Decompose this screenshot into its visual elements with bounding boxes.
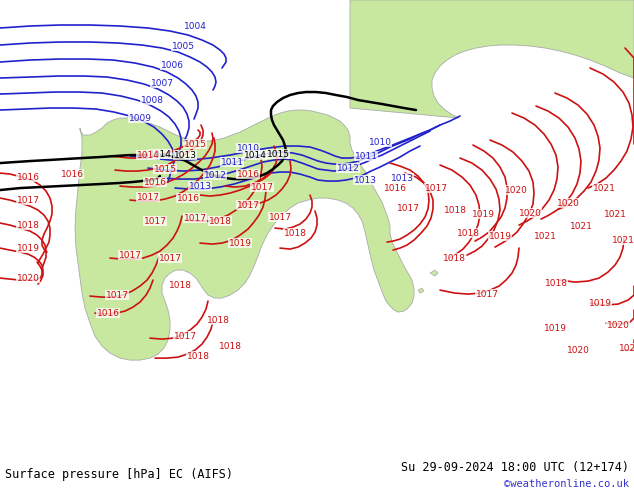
Text: 1020: 1020 xyxy=(519,209,541,218)
Text: 1017: 1017 xyxy=(16,196,39,204)
Text: 1017: 1017 xyxy=(105,291,129,299)
Text: 1012: 1012 xyxy=(204,171,226,179)
Text: 1017: 1017 xyxy=(174,332,197,341)
Text: 1016: 1016 xyxy=(96,309,119,318)
Text: 1019: 1019 xyxy=(588,298,612,308)
Text: 1018: 1018 xyxy=(169,281,191,290)
Text: 1018: 1018 xyxy=(186,352,209,361)
Text: 1018: 1018 xyxy=(16,220,39,230)
Text: 1013: 1013 xyxy=(188,182,212,191)
Text: 1016: 1016 xyxy=(384,184,406,193)
Text: Su 29-09-2024 18:00 UTC (12+174): Su 29-09-2024 18:00 UTC (12+174) xyxy=(401,461,629,474)
Text: 1006: 1006 xyxy=(160,61,183,70)
Text: 1021: 1021 xyxy=(619,343,634,353)
Text: 1014: 1014 xyxy=(148,149,171,159)
Text: 1013: 1013 xyxy=(391,173,413,183)
Polygon shape xyxy=(75,110,414,360)
Text: 1018: 1018 xyxy=(283,228,306,238)
Text: 1016: 1016 xyxy=(236,170,259,178)
Text: 1018: 1018 xyxy=(444,206,467,215)
Text: 1007: 1007 xyxy=(150,78,174,88)
Text: 1017: 1017 xyxy=(476,290,498,298)
Text: 1005: 1005 xyxy=(172,42,195,50)
Text: 1021: 1021 xyxy=(569,221,592,231)
Text: 1010: 1010 xyxy=(236,144,259,152)
Text: 1017: 1017 xyxy=(119,250,141,260)
Text: 1015: 1015 xyxy=(266,149,290,159)
Text: 1020: 1020 xyxy=(505,186,527,195)
Text: 1017: 1017 xyxy=(143,217,167,225)
Text: 1015: 1015 xyxy=(183,140,207,148)
Text: 1008: 1008 xyxy=(141,96,164,104)
Text: 1017: 1017 xyxy=(158,254,181,263)
Text: 1016: 1016 xyxy=(143,177,167,187)
Text: 1017: 1017 xyxy=(425,184,448,193)
Text: 1018: 1018 xyxy=(209,217,231,225)
Text: 1017: 1017 xyxy=(183,214,207,222)
Text: 1019: 1019 xyxy=(472,210,495,219)
Text: 1016: 1016 xyxy=(60,170,84,178)
Text: 1014: 1014 xyxy=(243,150,266,160)
Text: 1013: 1013 xyxy=(354,175,377,185)
Text: 1020: 1020 xyxy=(607,320,630,330)
Text: 1020: 1020 xyxy=(16,273,39,283)
Text: 1017: 1017 xyxy=(236,200,259,210)
Text: 1018: 1018 xyxy=(443,254,465,263)
Text: 1013: 1013 xyxy=(174,150,197,160)
Text: 1018: 1018 xyxy=(456,228,479,238)
Text: 1011: 1011 xyxy=(221,158,243,167)
Text: 1017: 1017 xyxy=(269,213,292,221)
Text: 1004: 1004 xyxy=(184,22,207,30)
Text: 1010: 1010 xyxy=(368,138,392,147)
Text: 1017: 1017 xyxy=(136,193,160,201)
Text: 1018: 1018 xyxy=(219,342,242,351)
Text: ©weatheronline.co.uk: ©weatheronline.co.uk xyxy=(504,479,629,490)
Text: 1020: 1020 xyxy=(567,345,590,355)
Text: 1011: 1011 xyxy=(354,151,377,161)
Text: 1018: 1018 xyxy=(207,316,230,324)
Text: 1019: 1019 xyxy=(16,244,39,252)
Text: 1009: 1009 xyxy=(129,114,152,122)
Text: 1014: 1014 xyxy=(136,150,159,160)
Text: 1016: 1016 xyxy=(176,194,200,202)
Text: 1021: 1021 xyxy=(534,232,557,241)
Text: 1019: 1019 xyxy=(489,232,512,241)
Polygon shape xyxy=(350,0,634,118)
Text: 1020: 1020 xyxy=(557,198,579,208)
Text: 1021: 1021 xyxy=(604,210,626,219)
Text: 1021: 1021 xyxy=(612,236,634,245)
Text: 1012: 1012 xyxy=(337,164,359,172)
Text: 1017: 1017 xyxy=(396,203,420,213)
Text: 1017: 1017 xyxy=(250,183,273,192)
Polygon shape xyxy=(418,288,424,293)
Text: Surface pressure [hPa] EC (AIFS): Surface pressure [hPa] EC (AIFS) xyxy=(5,467,233,481)
Polygon shape xyxy=(430,270,438,276)
Text: 1021: 1021 xyxy=(593,184,616,193)
Text: 1015: 1015 xyxy=(153,165,176,173)
Text: 1018: 1018 xyxy=(545,279,567,288)
Text: 1016: 1016 xyxy=(16,172,39,182)
Text: 1019: 1019 xyxy=(228,239,252,247)
Text: 1019: 1019 xyxy=(543,323,567,333)
